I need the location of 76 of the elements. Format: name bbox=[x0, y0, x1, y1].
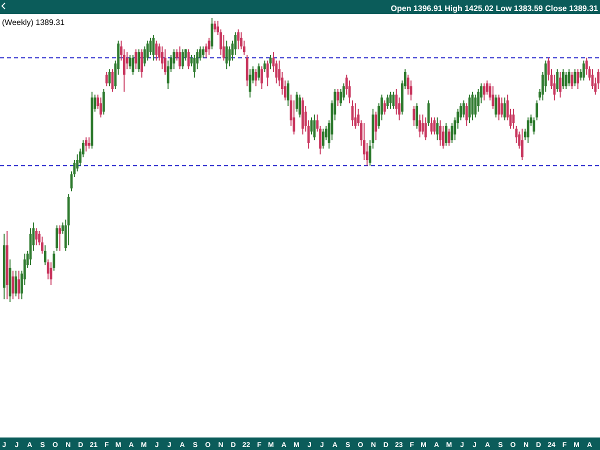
candlestick bbox=[386, 94, 389, 110]
candlestick bbox=[374, 111, 378, 141]
candlestick bbox=[416, 102, 418, 130]
candlestick bbox=[424, 116, 427, 141]
candlestick bbox=[14, 270, 18, 297]
candlestick bbox=[152, 34, 155, 62]
candlestick bbox=[568, 68, 570, 87]
candlestick bbox=[88, 136, 90, 150]
candlestick bbox=[260, 66, 263, 90]
candlestick bbox=[35, 228, 38, 246]
candlestick bbox=[427, 100, 430, 126]
candlestick bbox=[444, 122, 448, 146]
candlestick bbox=[521, 128, 524, 160]
candlestick bbox=[436, 116, 439, 141]
candlestick bbox=[100, 97, 102, 118]
candlestick bbox=[140, 48, 143, 78]
candlestick bbox=[500, 97, 503, 118]
candlestick bbox=[237, 28, 240, 50]
candlestick bbox=[225, 40, 228, 70]
candlestick bbox=[354, 102, 357, 130]
candlestick bbox=[576, 68, 580, 90]
candlestick bbox=[536, 100, 538, 121]
candlestick bbox=[574, 68, 576, 87]
candlestick bbox=[102, 88, 105, 116]
candlestick bbox=[258, 62, 260, 81]
candlestick bbox=[392, 91, 395, 110]
candlestick bbox=[138, 48, 140, 72]
candlestick bbox=[503, 97, 506, 121]
annotation: (Weekly) 1389.31 bbox=[2, 18, 66, 27]
text: Open 1396.91 High 1425.02 Low 1383.59 Close 1389.31 bbox=[390, 4, 599, 13]
candlestick bbox=[187, 48, 190, 70]
candlestick bbox=[448, 128, 450, 146]
candlestick bbox=[266, 60, 269, 87]
candlestick bbox=[254, 68, 258, 87]
candlestick bbox=[286, 80, 290, 107]
candlestick bbox=[412, 106, 416, 126]
candlestick bbox=[532, 116, 536, 135]
candlestick bbox=[465, 102, 468, 126]
candlestick bbox=[44, 244, 46, 266]
candlestick bbox=[564, 71, 568, 90]
candlestick bbox=[84, 136, 88, 152]
candlestick bbox=[263, 60, 266, 72]
candlestick bbox=[336, 88, 340, 107]
candlestick bbox=[582, 60, 585, 81]
candlestick bbox=[439, 120, 442, 146]
candlestick bbox=[155, 40, 158, 62]
candlestick bbox=[512, 108, 515, 130]
candlestick bbox=[214, 20, 216, 33]
candlestick bbox=[498, 94, 500, 121]
candlestick bbox=[418, 114, 421, 138]
candlestick bbox=[202, 46, 204, 58]
candlestick bbox=[422, 114, 424, 135]
candlestick bbox=[56, 224, 58, 252]
candlestick bbox=[134, 48, 138, 70]
candlestick bbox=[298, 94, 301, 118]
candlestick bbox=[556, 68, 559, 92]
candlestick bbox=[105, 71, 108, 87]
candlestick bbox=[322, 128, 324, 150]
candlestick bbox=[562, 68, 564, 90]
candlestick bbox=[164, 48, 166, 76]
candlestick bbox=[462, 100, 465, 118]
candlestick bbox=[58, 224, 61, 252]
candlestick bbox=[182, 48, 184, 70]
candlestick bbox=[178, 46, 181, 70]
candlestick bbox=[246, 54, 248, 87]
candlestick bbox=[313, 114, 316, 141]
candlestick bbox=[494, 94, 498, 118]
candlestick bbox=[208, 37, 210, 56]
candlestick bbox=[526, 116, 530, 144]
candlestick bbox=[52, 250, 56, 272]
candlestick bbox=[383, 100, 386, 116]
candlestick bbox=[172, 48, 176, 70]
candlestick bbox=[18, 270, 20, 300]
candlestick bbox=[482, 82, 486, 101]
candlestick bbox=[433, 116, 436, 135]
candlestick bbox=[559, 71, 562, 98]
